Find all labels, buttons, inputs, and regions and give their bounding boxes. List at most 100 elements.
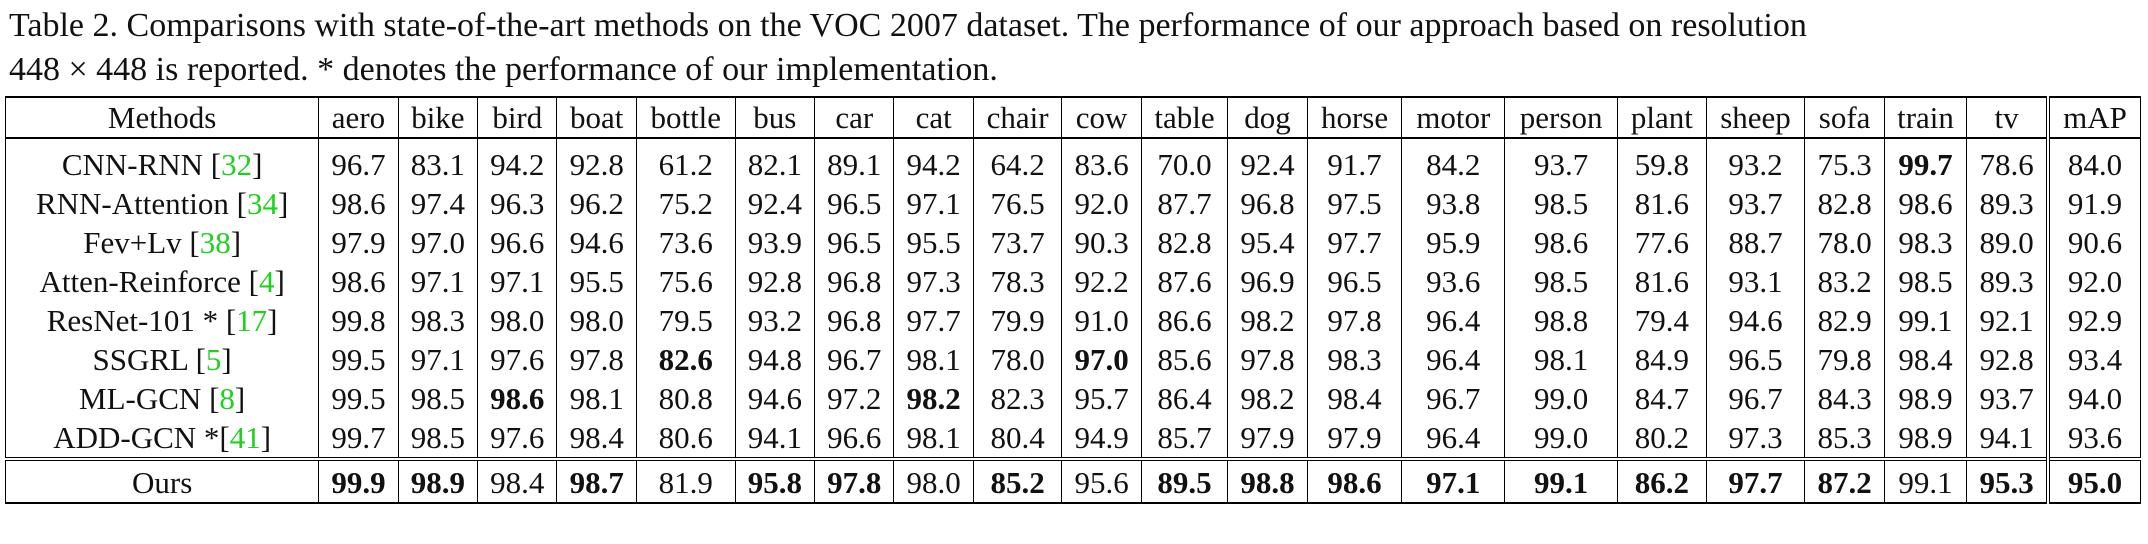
value-text: 97.1 <box>490 264 545 299</box>
value-text: 87.7 <box>1157 186 1212 221</box>
value-cell-bus: 95.8 <box>734 457 815 504</box>
value-text: 98.4 <box>569 420 624 455</box>
value-text: 99.8 <box>331 303 386 338</box>
value-cell-cat: 97.3 <box>893 262 974 301</box>
value-cell-tv: 92.8 <box>1966 340 2048 379</box>
value-text: 94.1 <box>1979 420 2034 455</box>
value-text: 82.1 <box>747 147 802 182</box>
value-text: 97.9 <box>331 225 386 260</box>
value-cell-horse: 97.7 <box>1306 223 1402 262</box>
header-row: Methods aero bike bird boat bottle bus car cat ch… <box>4 97 2141 138</box>
value-text: 98.9 <box>1898 381 1953 416</box>
value-cell-tv: 93.7 <box>1966 379 2048 418</box>
value-cell-bottle: 75.2 <box>635 184 736 223</box>
value-text: 98.5 <box>1534 186 1589 221</box>
method-name: SSGRL <box>92 342 196 377</box>
value-text: 93.4 <box>2067 342 2123 377</box>
value-cell-table: 85.6 <box>1140 340 1228 379</box>
value-text: 76.5 <box>990 186 1045 221</box>
table-row: Ours 99.9 98.9 98.4 98.7 81.9 95.8 97.8 98.0 85.2… <box>4 457 2141 504</box>
value-text: 98.6 <box>1327 465 1382 500</box>
value-cell-cow: 97.0 <box>1061 340 1142 379</box>
value-cell-plant: 81.6 <box>1617 184 1707 223</box>
value-cell-horse: 96.5 <box>1306 262 1402 301</box>
value-text: 78.0 <box>1817 225 1872 260</box>
value-text: 83.1 <box>410 147 465 182</box>
method-name: Atten-Reinforce <box>39 264 249 299</box>
value-cell-cow: 92.2 <box>1061 262 1142 301</box>
value-text: 92.0 <box>1074 186 1129 221</box>
value-cell-car: 96.5 <box>814 223 894 262</box>
value-text: 98.4 <box>1327 381 1382 416</box>
value-text: 75.6 <box>658 264 713 299</box>
value-text: 97.8 <box>1240 342 1295 377</box>
header-cell-bird: bird <box>477 97 557 138</box>
value-text: 87.2 <box>1817 465 1872 500</box>
citation-link[interactable]: 17 <box>236 303 268 338</box>
value-cell-horse: 97.8 <box>1306 301 1402 340</box>
value-text: 89.5 <box>1157 465 1212 500</box>
value-text: 99.7 <box>331 420 386 455</box>
value-cell-aero: 99.7 <box>318 418 399 459</box>
method-cell: ADD-GCN *[41] <box>4 418 319 459</box>
value-cell-motor: 96.4 <box>1401 301 1505 340</box>
value-text: 96.8 <box>1240 186 1295 221</box>
value-text: 81.6 <box>1634 264 1690 299</box>
value-cell-bike: 97.0 <box>397 223 478 262</box>
value-cell-horse: 98.6 <box>1306 457 1402 504</box>
value-cell-bike: 98.5 <box>397 379 478 418</box>
value-text: 98.5 <box>410 381 465 416</box>
caption-line-1: Table 2. Comparisons with state-of-the-a… <box>9 7 1807 44</box>
value-cell-tv: 78.6 <box>1966 138 2048 184</box>
value-text: 98.3 <box>410 303 465 338</box>
value-cell-table: 89.5 <box>1140 457 1228 504</box>
value-text: 94.9 <box>1074 420 1129 455</box>
header-cell-bike: bike <box>397 97 478 138</box>
value-cell-train: 98.6 <box>1883 184 1967 223</box>
value-text: 98.5 <box>1534 264 1589 299</box>
header-cell-chair: chair <box>972 97 1062 138</box>
value-text: 97.3 <box>906 264 961 299</box>
value-text: 84.2 <box>1426 147 1481 182</box>
value-cell-car: 97.2 <box>814 379 894 418</box>
value-cell-person: 93.7 <box>1504 138 1618 184</box>
value-cell-bottle: 61.2 <box>635 138 736 184</box>
citation-link[interactable]: 8 <box>219 381 235 416</box>
value-cell-dog: 97.8 <box>1227 340 1308 379</box>
value-cell-map: 90.6 <box>2045 223 2141 262</box>
value-text: 97.0 <box>1074 342 1129 377</box>
citation-link[interactable]: 5 <box>205 342 222 377</box>
value-cell-plant: 77.6 <box>1617 223 1707 262</box>
value-text: 84.9 <box>1634 342 1690 377</box>
value-text: 78.6 <box>1979 147 2034 182</box>
value-cell-horse: 98.3 <box>1306 340 1402 379</box>
value-text: 99.0 <box>1534 420 1589 455</box>
value-cell-dog: 97.9 <box>1227 418 1308 459</box>
value-text: 98.2 <box>1240 303 1295 338</box>
value-text: 89.1 <box>827 147 882 182</box>
citation-link[interactable]: 41 <box>229 420 261 455</box>
citation-link[interactable]: 38 <box>199 225 231 260</box>
value-text: 99.5 <box>331 342 386 377</box>
value-text: 98.4 <box>1898 342 1953 377</box>
value-cell-map: 95.0 <box>2045 457 2141 504</box>
caption-line-2: 448 × 448 is reported. * denotes the per… <box>9 51 998 88</box>
value-cell-chair: 78.3 <box>972 262 1062 301</box>
citation-link[interactable]: 32 <box>221 147 253 182</box>
value-cell-sofa: 75.3 <box>1804 138 1885 184</box>
value-text: 99.7 <box>1898 147 1953 182</box>
value-text: 94.6 <box>747 381 802 416</box>
value-text: 86.4 <box>1157 381 1212 416</box>
value-text: 98.3 <box>1898 225 1953 260</box>
value-cell-car: 96.5 <box>814 184 894 223</box>
method-cell: ML-GCN [8] <box>4 379 319 418</box>
method-cell: SSGRL [5] <box>4 340 319 379</box>
value-cell-boat: 98.0 <box>556 301 637 340</box>
citation-link[interactable]: 34 <box>246 186 278 221</box>
citation-link[interactable]: 4 <box>258 264 275 299</box>
value-cell-sofa: 78.0 <box>1804 223 1885 262</box>
method-name: Ours <box>131 465 193 500</box>
value-cell-plant: 81.6 <box>1617 262 1707 301</box>
value-cell-train: 99.7 <box>1883 138 1967 184</box>
value-text: 79.9 <box>990 303 1045 338</box>
